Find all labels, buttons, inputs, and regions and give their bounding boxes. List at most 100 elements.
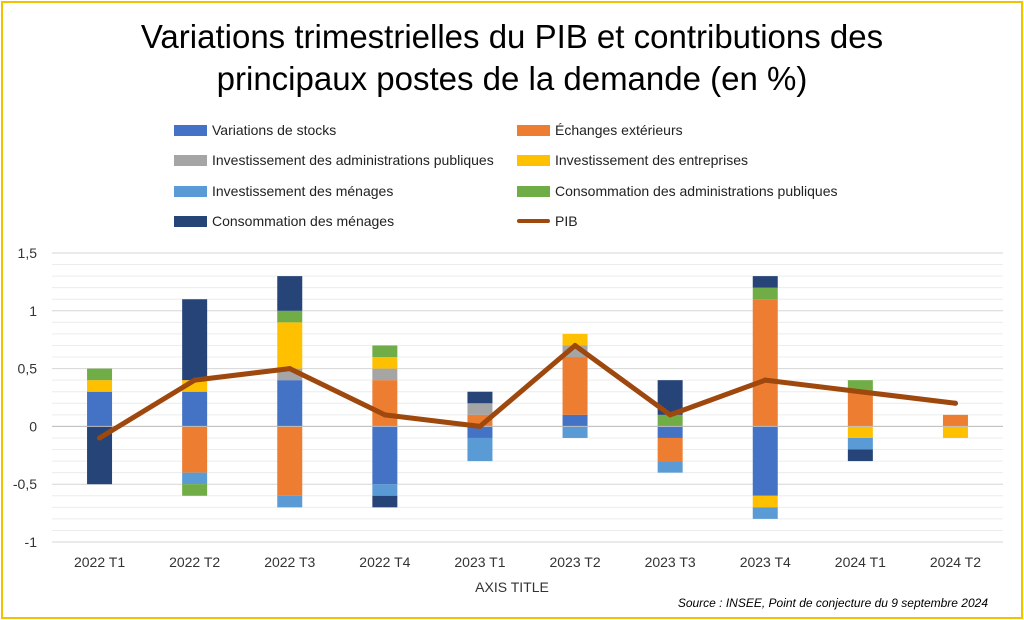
legend-label: Échanges extérieurs [555, 122, 683, 138]
bar-segment [182, 426, 208, 473]
legend-swatch [174, 215, 207, 227]
bar-segment [562, 414, 588, 427]
legend-swatch [174, 124, 207, 136]
legend-item-investissement-apu: Investissement des administrations publi… [174, 152, 494, 168]
x-tick-label: 2024 T1 [835, 554, 886, 570]
legend-label: Investissement des entreprises [555, 152, 748, 168]
legend-swatch [174, 154, 207, 166]
bars [87, 276, 968, 519]
bar-segment [752, 287, 778, 300]
legend-swatch [517, 154, 550, 166]
legend-line-swatch [517, 219, 550, 223]
bar-segment [467, 414, 493, 427]
bar-segment [372, 357, 398, 369]
bar-segment [942, 426, 968, 438]
bar-segment [182, 472, 208, 485]
x-tick-label: 2024 T2 [930, 554, 981, 570]
bar-segment [467, 403, 493, 415]
legend-label: Investissement des ménages [212, 183, 394, 199]
bar-segment [372, 380, 398, 427]
pib-point [857, 389, 863, 395]
y-tick-label: 1 [29, 303, 37, 319]
chart-title-line-1: Variations trimestrielles du PIB et cont… [140, 18, 884, 55]
x-tick-label: 2022 T1 [74, 554, 125, 570]
chart-title-line-2: principaux postes de la demande (en %) [216, 60, 808, 97]
bar-segment [847, 391, 873, 427]
bar-segment [87, 391, 113, 427]
y-tick-label: 1,5 [18, 245, 38, 261]
bar-segment [372, 495, 398, 508]
bar-segment [277, 276, 303, 311]
legend-label: Investissement des administrations publi… [212, 152, 494, 168]
y-tick-label: -0,5 [13, 476, 37, 492]
legend-swatch [517, 124, 550, 136]
legend-swatch [517, 185, 550, 197]
bar-segment [277, 426, 303, 496]
bar-segment [847, 426, 873, 438]
bar-segment [657, 437, 683, 462]
bar-segment [87, 380, 113, 392]
bar-segment [847, 449, 873, 462]
chart-title: Variations trimestrielles du PIB et cont… [0, 16, 1024, 100]
bar-segment [182, 391, 208, 427]
bar-segment [752, 495, 778, 508]
bar-segment [467, 437, 493, 462]
gridlines [52, 252, 1003, 543]
legend-swatch [174, 185, 207, 197]
x-tick-label: 2022 T3 [264, 554, 315, 570]
legend-item-echanges-exterieurs: Échanges extérieurs [517, 122, 683, 138]
bar-segment [562, 333, 588, 346]
bar-segment [752, 507, 778, 519]
legend-item-investissement-menages: Investissement des ménages [174, 183, 393, 199]
pib-point [287, 366, 293, 372]
x-tick-label: 2023 T2 [549, 554, 600, 570]
bar-segment [467, 426, 493, 438]
chart-legend: Variations de stocks Échanges extérieurs… [0, 0, 1024, 240]
bar-segment [657, 414, 683, 427]
legend-item-consommation-apu: Consommation des administrations publiqu… [517, 183, 837, 199]
bar-segment [277, 310, 303, 323]
y-tick-label: 0 [29, 418, 37, 434]
bar-segment [562, 345, 588, 358]
bar-segment [277, 380, 303, 427]
bar-segment [657, 426, 683, 438]
legend-label: Variations de stocks [212, 122, 337, 138]
pib-point [477, 423, 483, 429]
bar-segment [847, 380, 873, 392]
pib-point [762, 377, 768, 383]
x-tick-label: 2023 T4 [740, 554, 791, 570]
bar-segment [182, 484, 208, 496]
pib-point [667, 412, 673, 418]
bar-segment [752, 299, 778, 427]
legend-item-investissement-entreprises: Investissement des entreprises [517, 152, 748, 168]
pib-point [572, 342, 578, 348]
bar-segment [372, 345, 398, 358]
pib-point [382, 412, 388, 418]
pib-line-layer [97, 342, 958, 441]
bar-segment [182, 380, 208, 392]
bar-segment [562, 426, 588, 438]
pib-line [97, 342, 958, 441]
bar-segment [942, 414, 968, 427]
y-tick-label: 0,5 [18, 361, 38, 377]
bar-segment [372, 484, 398, 496]
bar-segment [847, 437, 873, 450]
pib-point [192, 377, 198, 383]
x-tick-labels: 2022 T1 2022 T2 2022 T3 2022 T4 2023 T1 2023 … [74, 554, 981, 570]
y-tick-label: -1 [25, 534, 38, 550]
legend-item-pib: PIB [517, 213, 578, 229]
x-tick-label: 2022 T2 [169, 554, 220, 570]
bar-segment [277, 495, 303, 508]
bar-segment [277, 322, 303, 369]
bar-segment [562, 357, 588, 415]
x-tick-label: 2023 T1 [454, 554, 505, 570]
bar-segment [752, 426, 778, 496]
legend-label: Consommation des administrations publiqu… [555, 183, 838, 199]
y-tick-labels: -1 -0,5 0 0,5 1 1,5 [13, 245, 37, 550]
legend-label: Consommation des ménages [212, 213, 395, 229]
bar-segment [657, 461, 683, 473]
bar-segment [277, 368, 303, 381]
legend-item-variations-stocks: Variations de stocks [174, 122, 336, 138]
legend-label: PIB [555, 213, 578, 229]
